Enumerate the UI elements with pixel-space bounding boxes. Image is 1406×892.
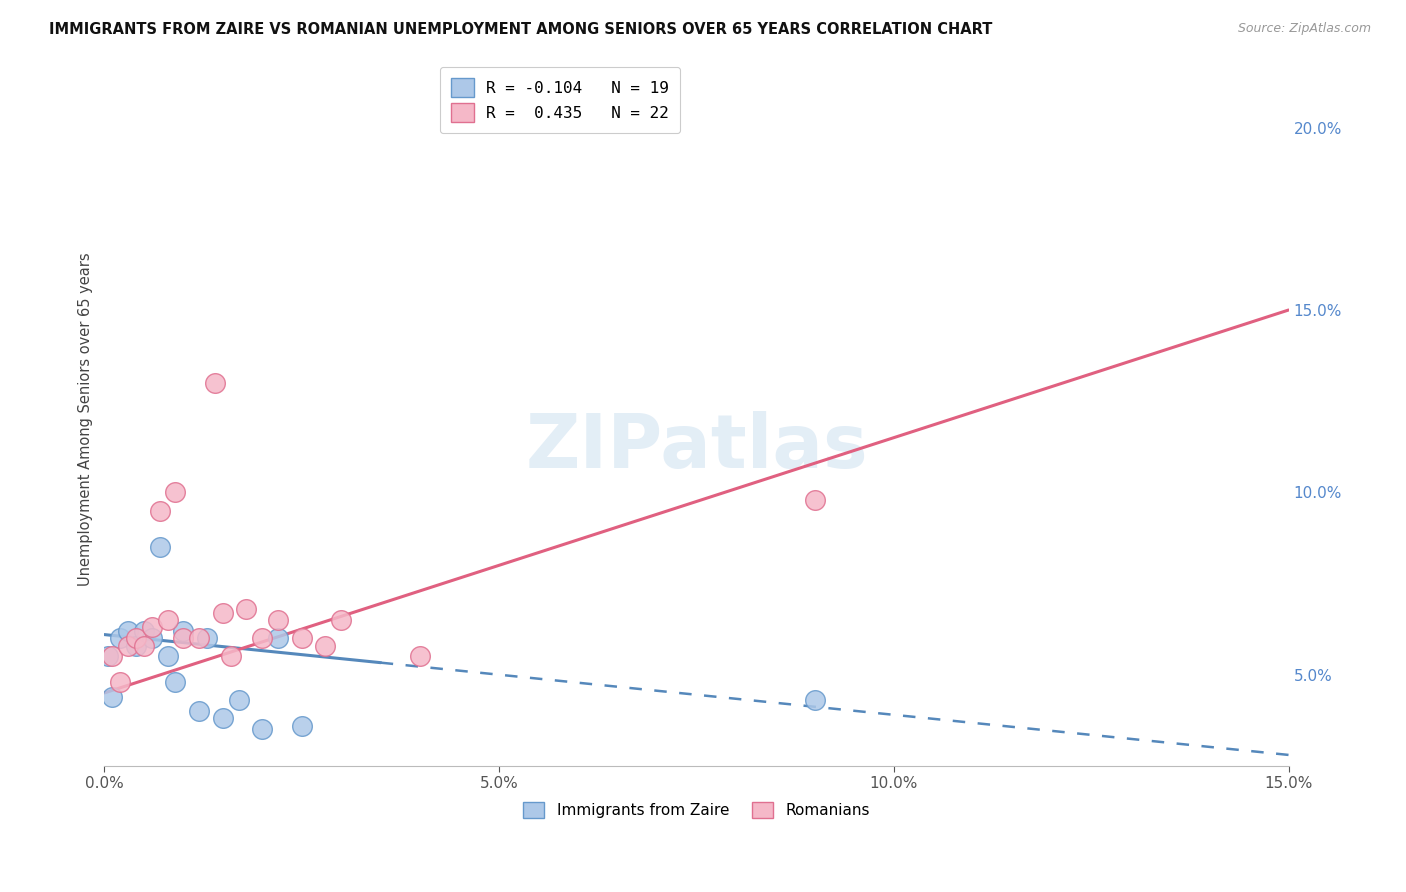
Point — [141, 620, 163, 634]
Point — [101, 690, 124, 704]
Text: IMMIGRANTS FROM ZAIRE VS ROMANIAN UNEMPLOYMENT AMONG SENIORS OVER 65 YEARS CORRE: IMMIGRANTS FROM ZAIRE VS ROMANIAN UNEMPL… — [49, 22, 993, 37]
Text: ZIPatlas: ZIPatlas — [526, 410, 868, 483]
Point — [117, 639, 139, 653]
Point — [172, 632, 194, 646]
Legend: Immigrants from Zaire, Romanians: Immigrants from Zaire, Romanians — [517, 796, 876, 824]
Point — [149, 503, 172, 517]
Point — [188, 632, 211, 646]
Point — [108, 675, 131, 690]
Point — [804, 492, 827, 507]
Point — [195, 632, 218, 646]
Point — [132, 639, 155, 653]
Point — [165, 675, 187, 690]
Point — [149, 540, 172, 554]
Point — [172, 624, 194, 638]
Point — [117, 624, 139, 638]
Point — [204, 376, 226, 390]
Point — [291, 719, 314, 733]
Point — [101, 649, 124, 664]
Point — [141, 632, 163, 646]
Point — [228, 693, 250, 707]
Point — [125, 639, 148, 653]
Point — [165, 485, 187, 500]
Text: Source: ZipAtlas.com: Source: ZipAtlas.com — [1237, 22, 1371, 36]
Y-axis label: Unemployment Among Seniors over 65 years: Unemployment Among Seniors over 65 years — [79, 252, 93, 586]
Point — [267, 632, 290, 646]
Point — [314, 639, 336, 653]
Point — [211, 711, 233, 725]
Point — [409, 649, 432, 664]
Point — [219, 649, 242, 664]
Point — [156, 649, 179, 664]
Point — [108, 632, 131, 646]
Point — [252, 632, 274, 646]
Point — [804, 693, 827, 707]
Point — [291, 632, 314, 646]
Point — [125, 632, 148, 646]
Point — [235, 602, 257, 616]
Point — [97, 649, 120, 664]
Point — [252, 723, 274, 737]
Point — [188, 704, 211, 718]
Point — [132, 624, 155, 638]
Point — [211, 606, 233, 620]
Point — [267, 613, 290, 627]
Point — [330, 613, 353, 627]
Point — [156, 613, 179, 627]
